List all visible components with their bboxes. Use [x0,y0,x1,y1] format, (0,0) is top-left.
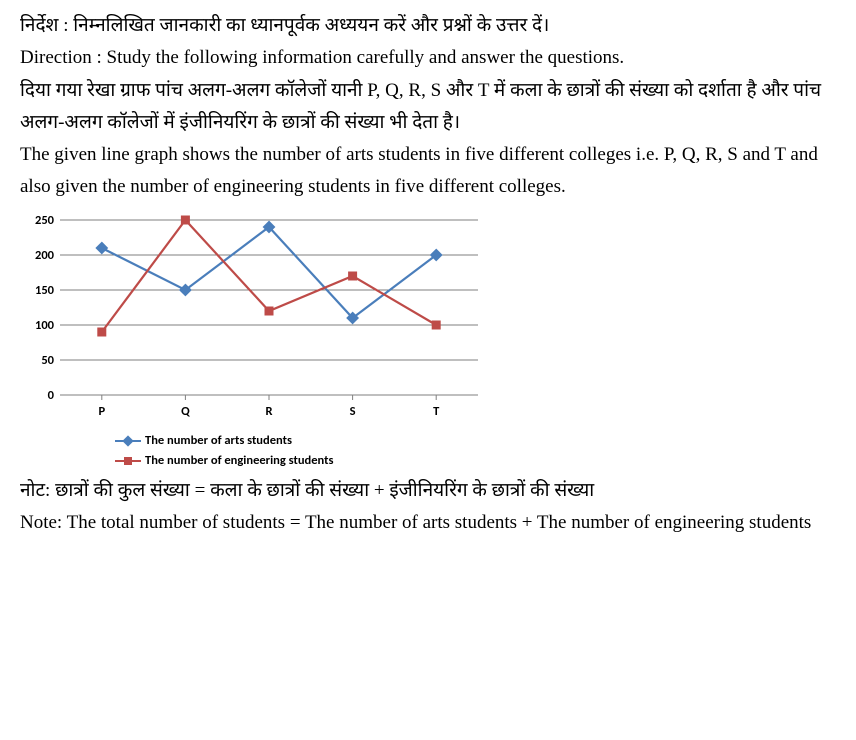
svg-text:R: R [265,404,272,419]
svg-text:Q: Q [181,404,190,419]
svg-text:100: 100 [35,318,55,333]
legend-item-arts: The number of arts students [115,431,836,451]
note-english: Note: The total number of students = The… [20,507,836,539]
svg-text:S: S [350,404,356,419]
direction-english-2: The given line graph shows the number of… [20,139,836,204]
legend-marker-engineering [115,455,141,467]
legend-item-engineering: The number of engineering students [115,451,836,471]
svg-text:200: 200 [35,248,55,263]
note-hindi: नोट: छात्रों की कुल संख्या = कला के छात्… [20,475,836,507]
direction-hindi-1: निर्देश : निम्नलिखित जानकारी का ध्यानपूर… [20,10,836,42]
svg-text:P: P [98,404,105,419]
chart-legend: The number of arts students The number o… [115,431,836,471]
direction-english-1: Direction : Study the following informat… [20,42,836,74]
legend-marker-arts [115,435,141,447]
svg-text:0: 0 [48,388,55,403]
svg-text:T: T [433,404,440,419]
svg-text:250: 250 [35,213,55,228]
line-chart-container: 0 50 100 150 200 250 P Q R S T The number of arts … [20,212,836,471]
line-chart: 0 50 100 150 200 250 P Q R S T [20,212,490,427]
svg-text:150: 150 [35,283,55,298]
legend-label-arts: The number of arts students [145,431,292,451]
legend-label-engineering: The number of engineering students [145,451,333,471]
svg-text:50: 50 [41,353,54,368]
direction-hindi-2: दिया गया रेखा ग्राफ पांच अलग-अलग कॉलेजों… [20,75,836,140]
